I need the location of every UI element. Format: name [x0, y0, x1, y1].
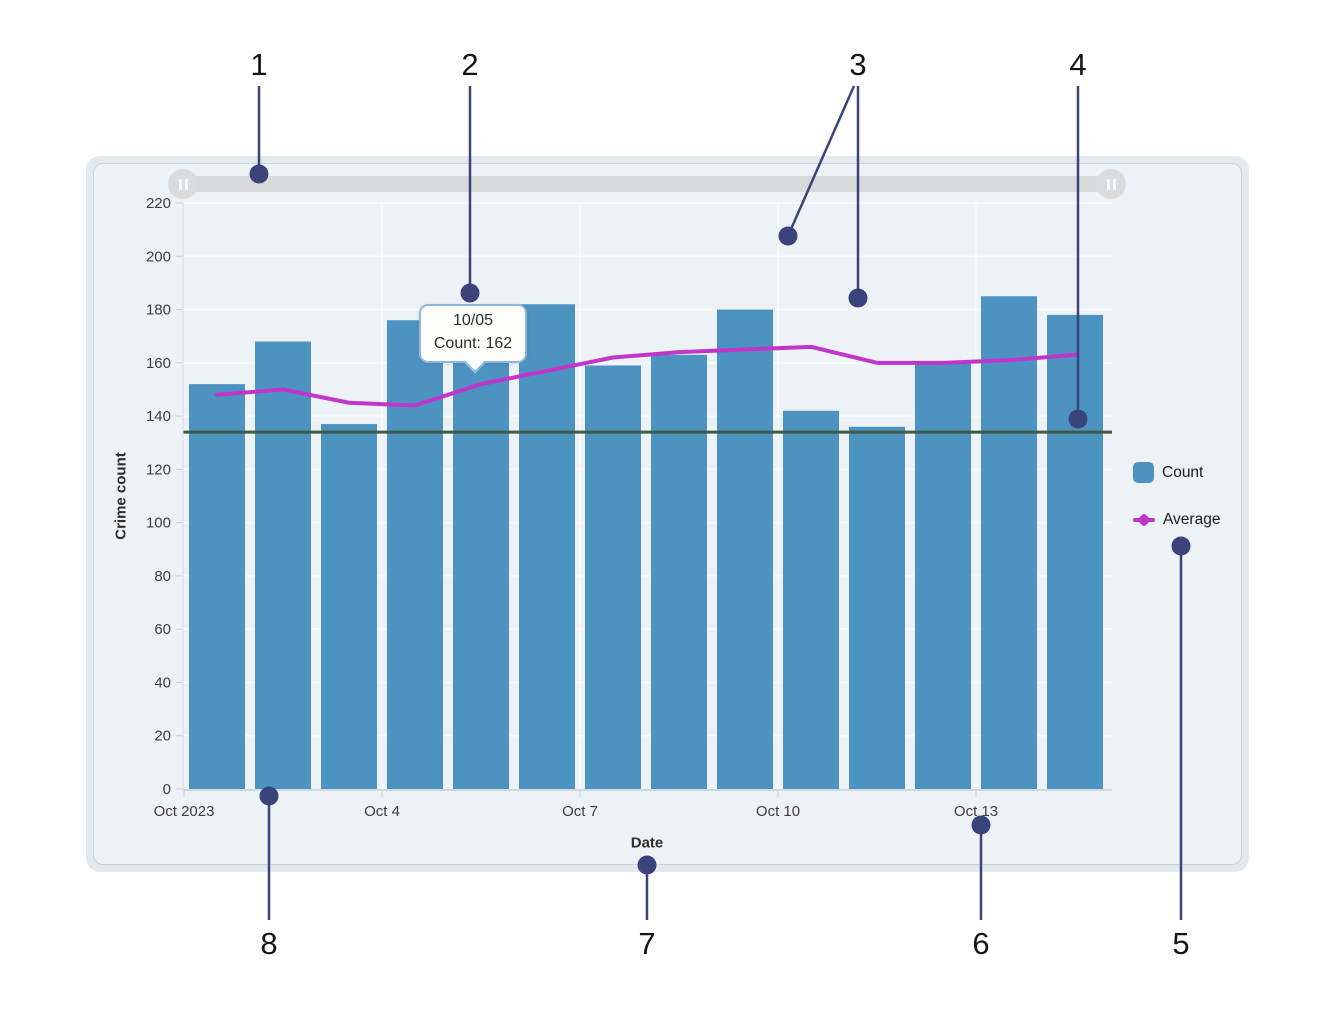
range-slider-track[interactable]: [172, 176, 1123, 192]
legend: Count Average: [1133, 462, 1220, 530]
pause-icon: [184, 178, 188, 190]
y-axis-title: Crime count: [112, 452, 130, 540]
legend-label-count: Count: [1162, 463, 1204, 481]
range-slider-right-handle[interactable]: [1096, 169, 1126, 199]
callout-number-4: 4: [1069, 47, 1086, 82]
pause-icon: [1112, 178, 1116, 190]
callout-number-3: 3: [849, 47, 866, 82]
callout-number-2: 2: [461, 47, 478, 82]
range-slider-left-handle[interactable]: [168, 169, 198, 199]
callout-number-5: 5: [1172, 926, 1189, 961]
callout-number-8: 8: [260, 926, 277, 961]
pause-icon: [178, 178, 182, 190]
legend-item-count[interactable]: Count: [1133, 462, 1220, 483]
callout-number-1: 1: [250, 47, 267, 82]
chart-panel: [93, 163, 1242, 865]
x-axis-title: Date: [630, 834, 664, 852]
pause-icon: [1106, 178, 1110, 190]
callout-number-7: 7: [638, 926, 655, 961]
callout-number-6: 6: [972, 926, 989, 961]
chart-tooltip: 10/05 Count: 162: [419, 304, 527, 374]
legend-item-average[interactable]: Average: [1133, 509, 1220, 530]
tooltip-date: 10/05: [452, 312, 494, 329]
average-line-dot-icon: [1133, 509, 1155, 530]
count-swatch-icon: [1133, 462, 1154, 483]
chart-card: [86, 156, 1249, 872]
legend-label-average: Average: [1163, 510, 1221, 528]
